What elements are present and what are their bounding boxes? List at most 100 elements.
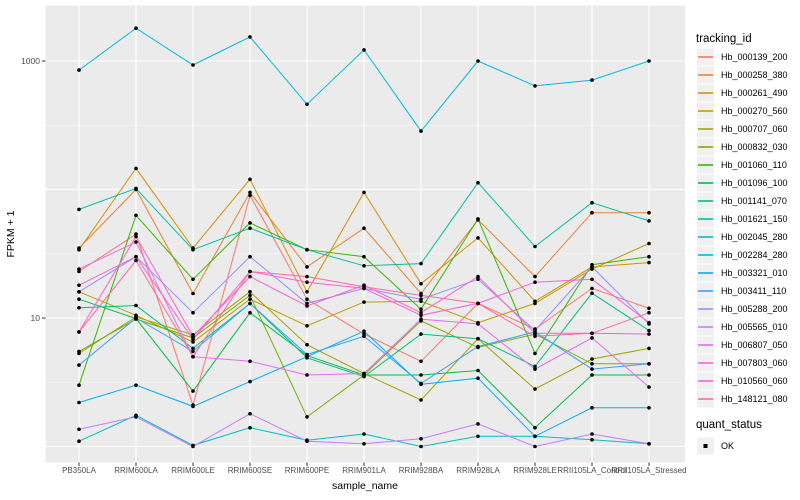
data-point xyxy=(647,219,651,223)
data-point xyxy=(647,320,651,325)
data-point xyxy=(533,444,537,449)
data-point xyxy=(248,35,252,39)
legend-item-label: Hb_003411_110 xyxy=(721,286,786,296)
data-point xyxy=(419,297,423,302)
data-point xyxy=(248,269,252,274)
legend-item-Hb_001060_110: Hb_001060_110 xyxy=(697,156,787,174)
data-point xyxy=(77,297,81,302)
data-point xyxy=(476,322,480,326)
data-point xyxy=(134,232,138,236)
data-point xyxy=(419,373,423,377)
legend-item-label: OK xyxy=(721,441,734,451)
y-tick-label: 1000 xyxy=(21,56,40,66)
data-point xyxy=(533,425,537,430)
data-points xyxy=(77,26,651,449)
data-point xyxy=(134,166,138,171)
data-point xyxy=(647,385,651,389)
data-point xyxy=(647,306,651,311)
y-axis-title: FPKM + 1 xyxy=(5,210,17,257)
data-point xyxy=(533,280,537,285)
data-point xyxy=(590,357,594,361)
data-point xyxy=(134,254,138,259)
x-tick-label: RRIM901LA xyxy=(342,466,386,475)
data-point xyxy=(419,129,423,133)
data-point xyxy=(305,274,309,279)
data-point xyxy=(419,436,423,441)
legend-key-point xyxy=(703,444,708,448)
data-point xyxy=(305,301,309,306)
data-point xyxy=(476,274,480,279)
data-point xyxy=(362,285,366,289)
data-point xyxy=(362,334,366,339)
data-point xyxy=(533,434,537,439)
data-point xyxy=(248,310,252,315)
legend-item-Hb_148121_080: Hb_148121_080 xyxy=(697,390,788,408)
data-point xyxy=(191,337,195,342)
legend-item-label: Hb_002284_280 xyxy=(721,250,788,260)
legend-item-label: Hb_001096_100 xyxy=(721,178,788,188)
data-point xyxy=(77,267,81,271)
data-point xyxy=(248,411,252,416)
data-point xyxy=(647,332,651,336)
data-point xyxy=(77,306,81,310)
data-point xyxy=(248,301,252,306)
data-point xyxy=(419,398,423,402)
data-point xyxy=(647,59,651,63)
data-point xyxy=(419,310,423,315)
data-point xyxy=(533,84,537,88)
data-point xyxy=(362,264,366,268)
data-point xyxy=(77,439,81,444)
data-point xyxy=(134,316,138,320)
data-point xyxy=(77,349,81,354)
data-point xyxy=(590,286,594,291)
x-axis-title: sample_name xyxy=(332,480,398,492)
data-point xyxy=(77,207,81,212)
data-point xyxy=(419,359,423,364)
data-point xyxy=(191,346,195,351)
legend-item-Hb_000261_490: Hb_000261_490 xyxy=(697,84,788,102)
data-point xyxy=(248,290,252,294)
legend-item-Hb_000832_030: Hb_000832_030 xyxy=(697,138,788,156)
data-point xyxy=(134,415,138,419)
data-point xyxy=(590,210,594,215)
data-point xyxy=(476,301,480,306)
data-point xyxy=(647,373,651,377)
data-point xyxy=(590,336,594,340)
legend-item-Hb_010560_060: Hb_010560_060 xyxy=(697,372,788,390)
legend-item-label: Hb_001621_150 xyxy=(721,214,788,224)
data-point xyxy=(77,330,81,334)
legend-item-Hb_003411_110: Hb_003411_110 xyxy=(697,282,786,300)
legend-item-label: Hb_005565_010 xyxy=(721,322,788,332)
data-point xyxy=(533,367,537,371)
data-point xyxy=(647,260,651,265)
data-point xyxy=(248,379,252,384)
data-point xyxy=(533,274,537,279)
data-point xyxy=(590,200,594,205)
data-point xyxy=(248,193,252,198)
x-tick-label: RRII105LA_Stressed xyxy=(611,466,686,475)
axis-ticks-labels: 1000 10 PB350LA RRIM600LA RRIM600LE RRIM600SE… xyxy=(21,56,687,475)
data-point xyxy=(362,432,366,436)
data-point xyxy=(191,340,195,344)
data-point xyxy=(77,68,81,72)
data-point xyxy=(533,364,537,369)
data-point xyxy=(533,387,537,391)
data-point xyxy=(191,277,195,282)
data-point xyxy=(77,400,81,405)
data-point xyxy=(476,59,480,63)
data-point xyxy=(134,303,138,308)
legend-item-label: Hb_000707_060 xyxy=(721,124,788,134)
data-point xyxy=(590,277,594,282)
legend-item-label: Hb_010560_060 xyxy=(721,376,788,386)
legend-title-quant-status: quant_status xyxy=(696,419,762,431)
legend-item-label: Hb_002045_280 xyxy=(721,232,788,242)
data-point xyxy=(248,226,252,230)
data-point xyxy=(305,297,309,302)
data-point xyxy=(533,244,537,249)
data-point xyxy=(533,331,537,336)
data-point xyxy=(476,277,480,282)
data-point xyxy=(419,281,423,286)
x-tick-label: RRII105LA_Control xyxy=(557,466,627,475)
data-point xyxy=(305,352,309,357)
data-point xyxy=(590,291,594,296)
